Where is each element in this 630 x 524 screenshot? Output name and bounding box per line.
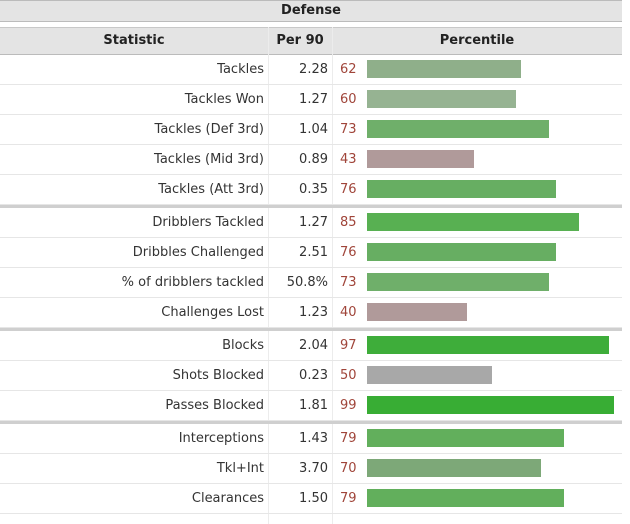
table-row: Shots Blocked 0.23 50 bbox=[0, 361, 622, 391]
percentile-value: 60 bbox=[340, 92, 357, 107]
per90-value: 1.23 bbox=[299, 305, 328, 320]
table-row: Tackles Won 1.27 60 bbox=[0, 85, 622, 115]
table-row: Dribblers Tackled 1.27 85 bbox=[0, 205, 622, 238]
stat-label: Passes Blocked bbox=[165, 398, 264, 413]
percentile-bar bbox=[367, 303, 467, 321]
column-header-statistic[interactable]: Statistic bbox=[103, 33, 165, 48]
column-header-per90[interactable]: Per 90 bbox=[276, 33, 324, 48]
percentile-value: 79 bbox=[340, 491, 357, 506]
table-row: Dribbles Challenged 2.51 76 bbox=[0, 238, 622, 268]
percentile-bar bbox=[367, 489, 564, 507]
stat-label: Blocks bbox=[222, 338, 264, 353]
percentile-bar bbox=[367, 120, 549, 138]
percentile-value: 79 bbox=[340, 431, 357, 446]
percentile-bar bbox=[367, 429, 564, 447]
percentile-bar bbox=[367, 336, 609, 354]
percentile-value: 70 bbox=[340, 461, 357, 476]
table-row: Tackles (Att 3rd) 0.35 76 bbox=[0, 175, 622, 205]
per90-value: 2.04 bbox=[299, 338, 328, 353]
stat-label: Tackles (Def 3rd) bbox=[154, 122, 264, 137]
stat-label: Tackles bbox=[217, 62, 264, 77]
per90-value: 1.50 bbox=[299, 491, 328, 506]
percentile-value: 43 bbox=[340, 152, 357, 167]
per90-value: 1.04 bbox=[299, 122, 328, 137]
table-row: Tackles (Def 3rd) 1.04 73 bbox=[0, 115, 622, 145]
per90-value: 3.70 bbox=[299, 461, 328, 476]
percentile-bar bbox=[367, 243, 556, 261]
percentile-bar bbox=[367, 273, 549, 291]
table-row: Clearances 1.50 79 bbox=[0, 484, 622, 514]
percentile-bar bbox=[367, 366, 492, 384]
stat-label: % of dribblers tackled bbox=[121, 275, 264, 290]
per90-value: 2.51 bbox=[299, 245, 328, 260]
table-row: Tackles 2.28 62 bbox=[0, 55, 622, 85]
percentile-value: 73 bbox=[340, 275, 357, 290]
percentile-value: 99 bbox=[340, 398, 357, 413]
table-title: Defense bbox=[0, 0, 622, 22]
percentile-bar bbox=[367, 459, 541, 477]
percentile-bar bbox=[367, 213, 579, 231]
stat-label: Challenges Lost bbox=[161, 305, 264, 320]
percentile-value: 73 bbox=[340, 122, 357, 137]
percentile-value: 76 bbox=[340, 245, 357, 260]
percentile-bar bbox=[367, 90, 516, 108]
per90-value: 0.35 bbox=[299, 182, 328, 197]
stat-label: Shots Blocked bbox=[172, 368, 264, 383]
table-row: % of dribblers tackled 50.8% 73 bbox=[0, 268, 622, 298]
stat-label: Dribbles Challenged bbox=[132, 245, 264, 260]
table-header-row: Statistic Per 90 Percentile bbox=[0, 27, 622, 55]
stat-label: Interceptions bbox=[178, 431, 264, 446]
percentile-bar bbox=[367, 60, 521, 78]
stat-label: Clearances bbox=[191, 491, 264, 506]
per90-value: 2.28 bbox=[299, 62, 328, 77]
column-divider bbox=[268, 27, 269, 524]
per90-value: 0.23 bbox=[299, 368, 328, 383]
percentile-value: 62 bbox=[340, 62, 357, 77]
table-row: Challenges Lost 1.23 40 bbox=[0, 298, 622, 328]
percentile-value: 76 bbox=[340, 182, 357, 197]
stat-label: Dribblers Tackled bbox=[152, 215, 264, 230]
per90-value: 1.81 bbox=[299, 398, 328, 413]
per90-value: 1.27 bbox=[299, 92, 328, 107]
percentile-bar bbox=[367, 150, 474, 168]
percentile-bar bbox=[367, 396, 614, 414]
stat-label: Tackles (Mid 3rd) bbox=[154, 152, 264, 167]
per90-value: 0.89 bbox=[299, 152, 328, 167]
per90-value: 1.43 bbox=[299, 431, 328, 446]
table-row: Tkl+Int 3.70 70 bbox=[0, 454, 622, 484]
table-row: Passes Blocked 1.81 99 bbox=[0, 391, 622, 421]
column-header-percentile[interactable]: Percentile bbox=[439, 33, 515, 48]
per90-value: 1.27 bbox=[299, 215, 328, 230]
per90-value: 50.8% bbox=[286, 275, 328, 290]
table-row: Tackles (Mid 3rd) 0.89 43 bbox=[0, 145, 622, 175]
percentile-value: 85 bbox=[340, 215, 357, 230]
stat-label: Tkl+Int bbox=[216, 461, 264, 476]
percentile-value: 40 bbox=[340, 305, 357, 320]
table-row: Blocks 2.04 97 bbox=[0, 328, 622, 361]
percentile-value: 97 bbox=[340, 338, 357, 353]
stat-label: Tackles (Att 3rd) bbox=[158, 182, 264, 197]
percentile-value: 50 bbox=[340, 368, 357, 383]
table-row: Interceptions 1.43 79 bbox=[0, 421, 622, 454]
stat-label: Tackles Won bbox=[184, 92, 264, 107]
column-divider bbox=[332, 27, 333, 524]
percentile-bar bbox=[367, 180, 556, 198]
